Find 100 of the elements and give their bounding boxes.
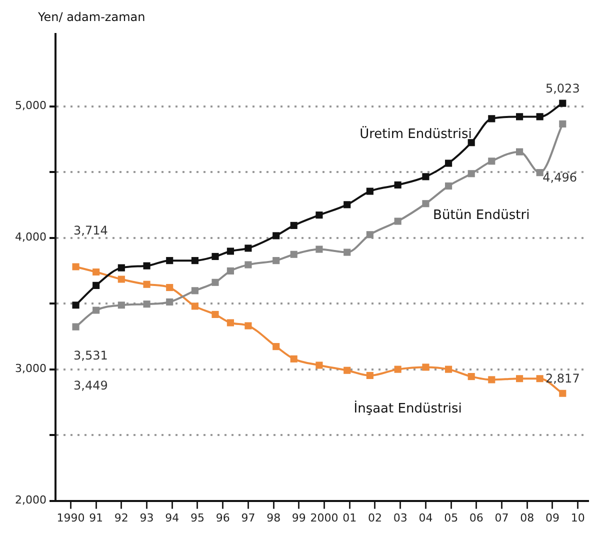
x-tick-label: 93 bbox=[140, 511, 154, 524]
point bbox=[468, 139, 475, 146]
point bbox=[366, 188, 374, 195]
x-tick-label: 09 bbox=[546, 511, 560, 524]
point bbox=[394, 218, 402, 225]
y-tick-label: 2,000 bbox=[14, 494, 46, 507]
annotation: 3,531 bbox=[73, 348, 108, 362]
point bbox=[468, 373, 475, 380]
point bbox=[226, 248, 234, 255]
y-tick-label: 3,000 bbox=[14, 362, 46, 376]
x-tick-label: 04 bbox=[418, 511, 433, 524]
point bbox=[143, 280, 150, 288]
point bbox=[488, 115, 496, 122]
x-tick-label: 01 bbox=[342, 511, 357, 524]
point bbox=[316, 246, 323, 253]
x-tick-label: 94 bbox=[165, 511, 180, 524]
point bbox=[92, 282, 100, 289]
point bbox=[316, 362, 323, 369]
point bbox=[516, 113, 524, 120]
point bbox=[366, 372, 374, 380]
point bbox=[536, 169, 544, 176]
point bbox=[226, 267, 234, 274]
data-label: 2,817 bbox=[545, 371, 580, 386]
point bbox=[226, 319, 234, 326]
point bbox=[118, 276, 125, 283]
data-label: 5,023 bbox=[545, 81, 580, 96]
x-tick-label: 1990 bbox=[56, 511, 85, 524]
data-label: 4,496 bbox=[542, 170, 577, 185]
point bbox=[72, 263, 80, 270]
point bbox=[212, 278, 219, 286]
point bbox=[191, 257, 198, 264]
point bbox=[516, 375, 524, 382]
x-tick-label: 03 bbox=[393, 511, 408, 524]
point bbox=[559, 390, 566, 397]
x-tick-label: 99 bbox=[292, 511, 306, 524]
point bbox=[72, 302, 80, 309]
point bbox=[516, 148, 524, 156]
y-axis-title: Yen/ adam-zaman bbox=[37, 10, 146, 24]
point bbox=[92, 268, 100, 276]
point bbox=[366, 231, 374, 238]
point bbox=[394, 181, 402, 188]
point bbox=[344, 201, 351, 208]
x-tick-label: 95 bbox=[190, 511, 204, 524]
point bbox=[72, 323, 80, 330]
point bbox=[536, 113, 544, 120]
x-tick-label: 2000 bbox=[310, 511, 338, 524]
point bbox=[143, 300, 150, 308]
x-tick-label: 91 bbox=[89, 511, 104, 524]
point bbox=[92, 306, 100, 314]
x-tick-label: 92 bbox=[114, 511, 128, 524]
x-tick-label: 05 bbox=[444, 511, 458, 524]
series-label: Bütün Endüstri bbox=[433, 208, 530, 224]
point bbox=[166, 284, 174, 292]
x-tick-label: 08 bbox=[520, 511, 534, 524]
point bbox=[143, 262, 150, 270]
point bbox=[118, 302, 125, 309]
point bbox=[244, 322, 252, 330]
point bbox=[244, 261, 252, 268]
y-tick-label: 5,000 bbox=[14, 99, 46, 112]
point bbox=[212, 310, 219, 318]
annotation: 3,714 bbox=[73, 223, 108, 238]
point bbox=[445, 182, 452, 190]
point bbox=[244, 244, 252, 252]
point bbox=[422, 200, 430, 208]
point bbox=[559, 100, 566, 107]
point bbox=[488, 376, 496, 384]
point bbox=[166, 298, 174, 306]
point bbox=[290, 250, 298, 258]
point bbox=[445, 160, 452, 167]
point bbox=[422, 173, 430, 180]
point bbox=[344, 248, 351, 256]
point bbox=[272, 257, 280, 264]
point bbox=[290, 222, 298, 229]
point bbox=[191, 287, 198, 294]
series-label: İnşaat Endüstrisi bbox=[354, 400, 462, 417]
series-label: Üretim Endüstrisi bbox=[360, 126, 472, 142]
point bbox=[445, 366, 452, 373]
x-tick-label: 96 bbox=[216, 511, 230, 524]
point bbox=[290, 355, 298, 362]
point bbox=[422, 364, 430, 371]
point bbox=[166, 257, 174, 264]
point bbox=[536, 375, 544, 382]
x-tick-label: 97 bbox=[241, 511, 256, 524]
point bbox=[191, 302, 198, 310]
point bbox=[212, 252, 219, 260]
point bbox=[394, 366, 402, 373]
x-tick-label: 06 bbox=[469, 511, 484, 524]
x-tick-label: 10 bbox=[570, 511, 585, 524]
x-tick-label: 98 bbox=[266, 511, 281, 524]
point bbox=[488, 158, 496, 165]
point bbox=[344, 366, 351, 374]
point bbox=[272, 343, 280, 350]
point bbox=[118, 264, 125, 272]
annotation: 3,449 bbox=[73, 378, 108, 393]
point bbox=[272, 232, 280, 240]
point bbox=[468, 170, 475, 178]
point bbox=[559, 120, 566, 128]
point bbox=[316, 212, 323, 219]
x-tick-label: 07 bbox=[494, 511, 509, 524]
x-tick-label: 02 bbox=[368, 511, 382, 524]
